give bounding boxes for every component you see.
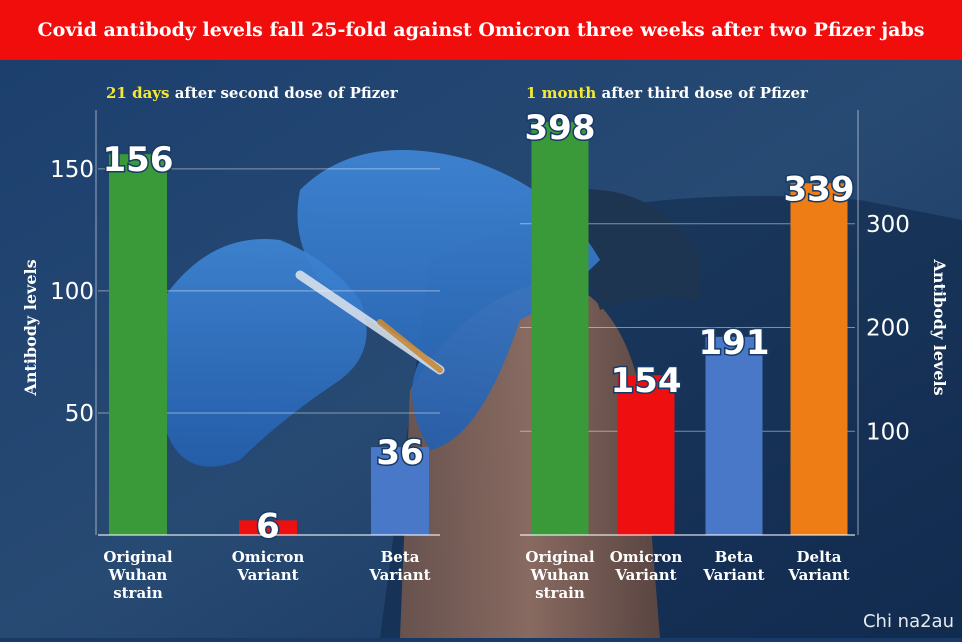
right-bar-value-label: 154 (611, 361, 682, 401)
right-bar (705, 336, 763, 535)
right-category-label: Delta (797, 548, 842, 566)
left-y-axis-label: Antibody levels (21, 259, 40, 396)
left-category-label: strain (113, 584, 163, 602)
left-chart-subtitle: 21 days after second dose of Pfizer (106, 84, 398, 102)
right-category-label: Variant (614, 566, 676, 584)
left-category-label: Variant (368, 566, 430, 584)
left-category-label: Beta (381, 548, 420, 566)
left-y-tick-label: 100 (50, 279, 94, 305)
right-category-label: strain (535, 584, 585, 602)
right-chart-subtitle-rest: after third dose of Pfizer (596, 84, 808, 102)
left-bar (109, 154, 167, 536)
right-y-tick-label: 300 (866, 212, 910, 238)
right-category-label: Variant (787, 566, 849, 584)
left-chart-subtitle-highlight: 21 days (106, 84, 170, 102)
left-category-label: Variant (236, 566, 298, 584)
left-bar (239, 520, 297, 535)
right-category-label: Beta (715, 548, 754, 566)
right-category-label: Original (525, 548, 594, 566)
watermark: Chi na2au (862, 611, 954, 632)
right-category-label: Omicron (610, 548, 683, 566)
right-bar (531, 122, 589, 535)
right-bar-value-label: 339 (784, 169, 855, 209)
left-category-label: Wuhan (108, 566, 168, 584)
left-category-label: Omicron (232, 548, 305, 566)
right-bar-value-label: 398 (525, 108, 596, 148)
left-chart-subtitle-rest: after second dose of Pfizer (169, 84, 398, 102)
right-category-label: Wuhan (530, 566, 590, 584)
right-y-axis-label: Antibody levels (930, 258, 949, 395)
right-y-tick-label: 200 (866, 316, 910, 342)
right-category-label: Variant (702, 566, 764, 584)
right-chart-subtitle-highlight: 1 month (526, 84, 597, 102)
left-bar-value-label: 36 (376, 433, 423, 473)
left-bar-value-label: 6 (256, 506, 280, 546)
right-chart-subtitle: 1 month after third dose of Pfizer (526, 84, 808, 102)
left-y-tick-label: 50 (65, 401, 94, 427)
right-bar (790, 183, 848, 535)
right-bar-value-label: 191 (699, 323, 770, 363)
right-bar (617, 375, 675, 535)
left-y-tick-label: 150 (50, 157, 94, 183)
right-y-tick-label: 100 (866, 419, 910, 445)
chart-banner-title: Covid antibody levels fall 25-fold again… (0, 0, 962, 60)
left-category-label: Original (103, 548, 172, 566)
left-bar (371, 447, 429, 535)
left-bar-value-label: 156 (103, 140, 174, 180)
